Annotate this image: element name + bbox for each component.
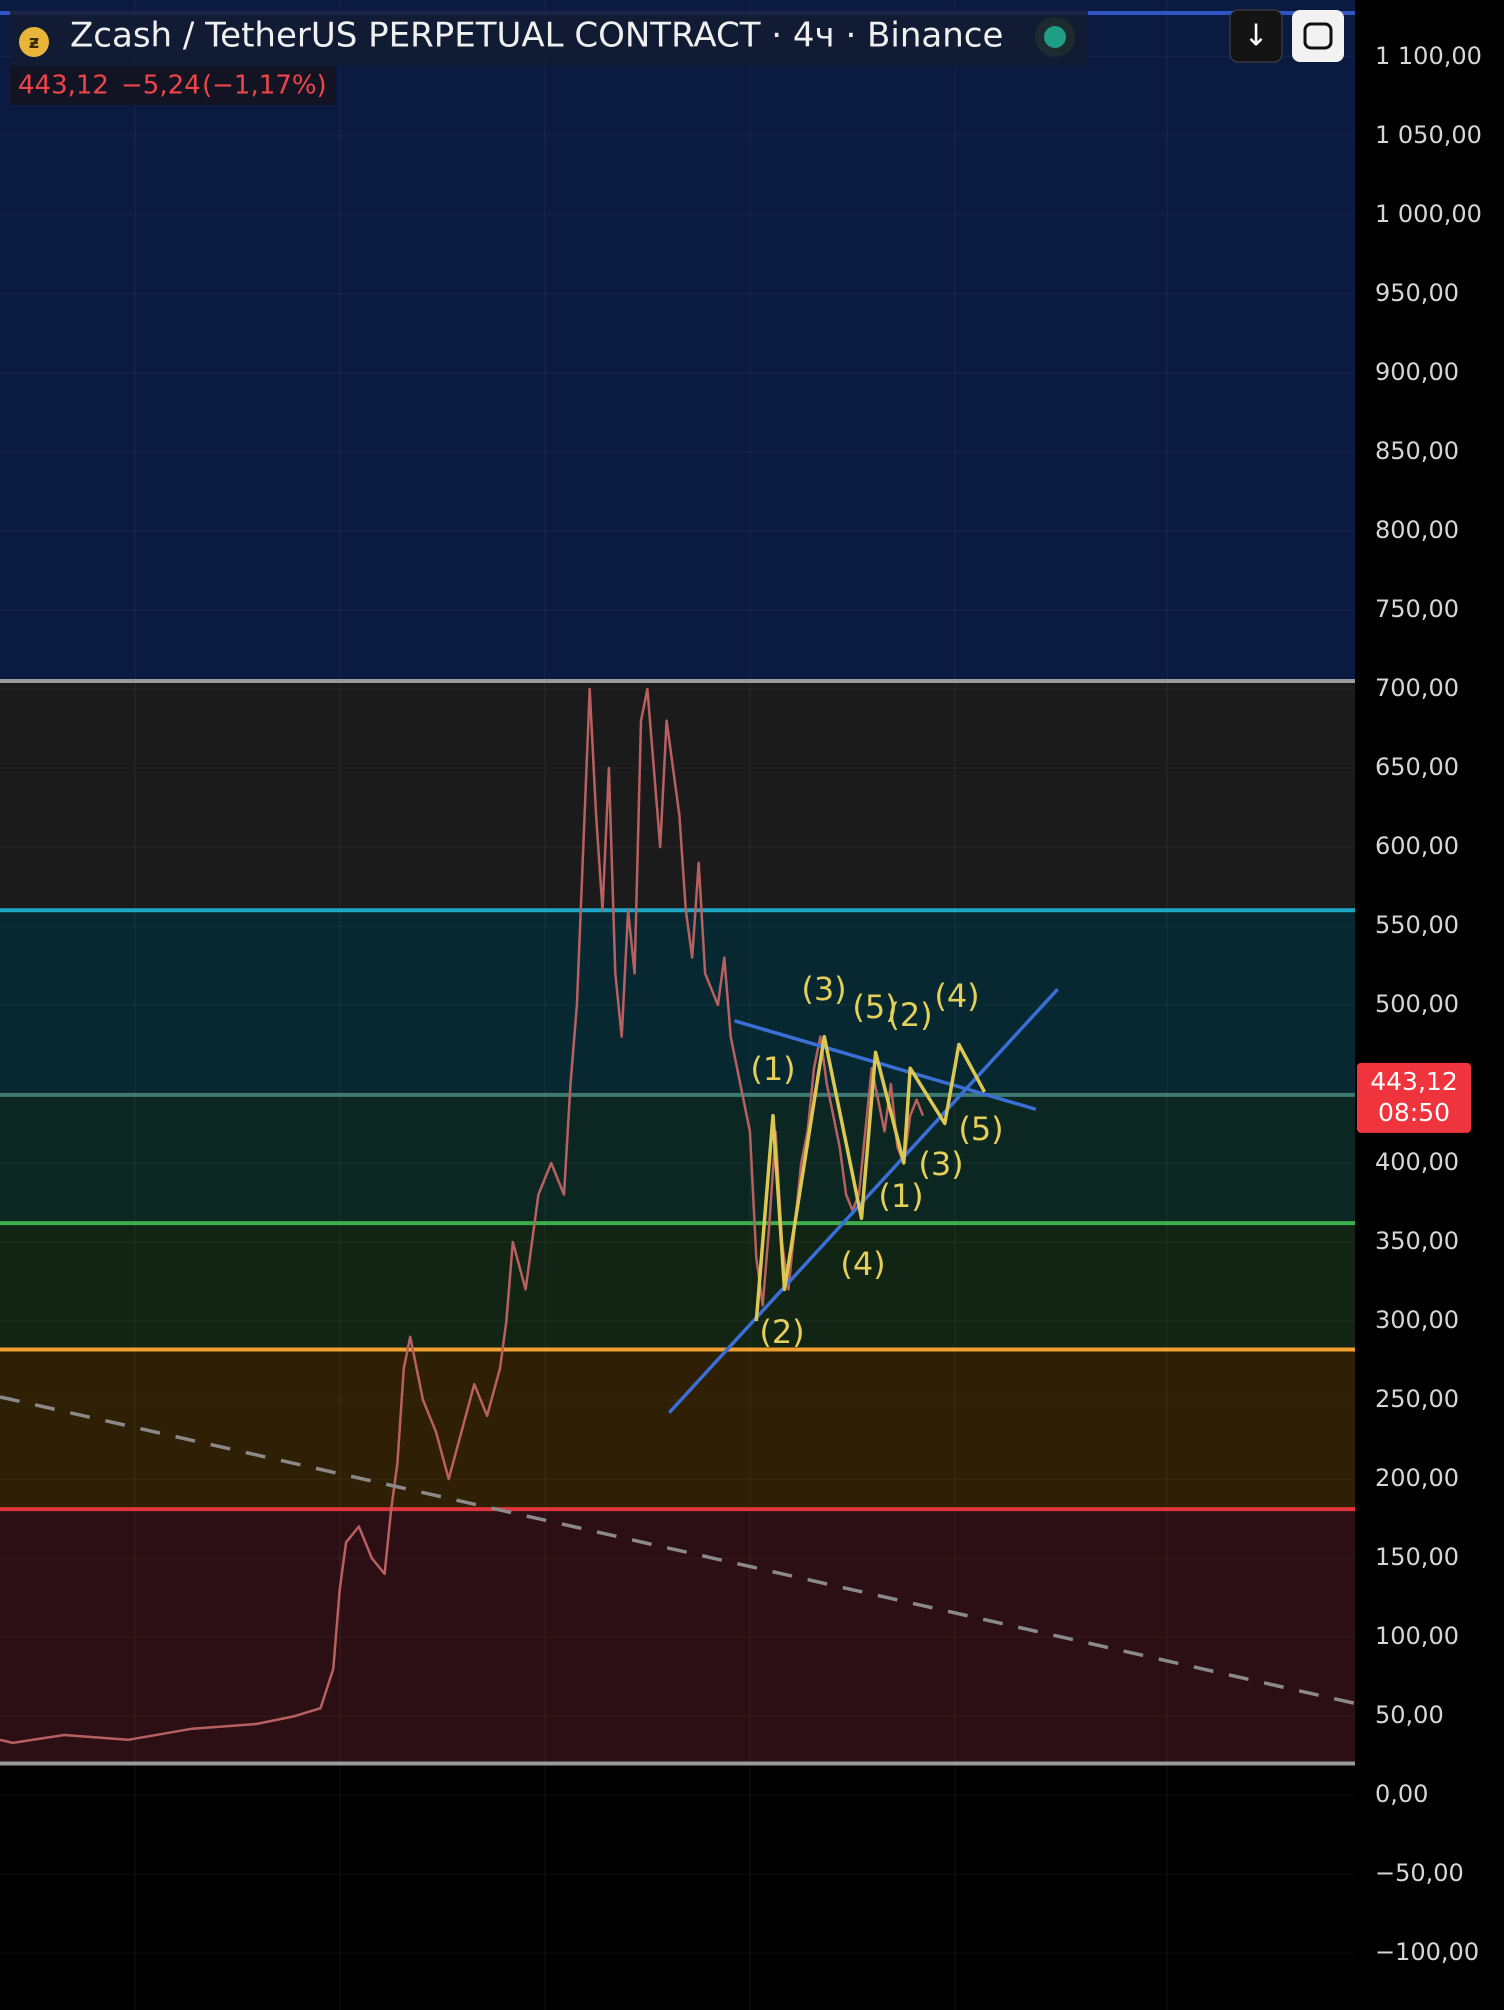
drawing-line <box>754 1034 987 1322</box>
scroll-down-button[interactable] <box>1229 9 1283 63</box>
wave-label: (5) <box>958 1110 1003 1148</box>
y-tick-label: 1 000,00 <box>1375 200 1482 228</box>
price-zone <box>0 1349 1355 1510</box>
status-dot <box>1044 26 1066 48</box>
coin-logo <box>19 27 49 57</box>
title-box <box>10 10 1088 66</box>
wave-label: (2) <box>887 996 932 1034</box>
y-tick-label: 1 100,00 <box>1375 42 1482 70</box>
y-tick-label: −100,00 <box>1375 1938 1479 1966</box>
y-tick-label: 50,00 <box>1375 1701 1444 1729</box>
price-zone <box>0 1223 1355 1350</box>
fullscreen-button[interactable] <box>1292 10 1344 62</box>
price-zone <box>0 910 1355 1092</box>
wave-label: (5) <box>852 988 897 1026</box>
drawing-line <box>734 1019 1037 1111</box>
y-tick-label: 750,00 <box>1375 595 1459 623</box>
wave-label: (4) <box>840 1245 885 1283</box>
drawing-line <box>0 1395 1356 1706</box>
price-change-pct: (−1,17%) <box>202 71 327 101</box>
y-tick-label: 0,00 <box>1375 1780 1428 1808</box>
price-badge-time: 08:50 <box>1378 1098 1450 1127</box>
y-tick-label: 550,00 <box>1375 911 1459 939</box>
y-tick-label: 700,00 <box>1375 674 1459 702</box>
y-tick-label: 850,00 <box>1375 437 1459 465</box>
fullscreen-icon <box>1303 22 1333 50</box>
last-price: 443,12 <box>18 71 109 101</box>
price-change: −5,24 <box>121 71 201 101</box>
scroll-down-icon: ↓ <box>1243 19 1268 54</box>
y-tick-label: 800,00 <box>1375 516 1459 544</box>
price-badge <box>1357 1062 1471 1133</box>
wave-label: (3) <box>801 970 846 1008</box>
y-tick-label: 500,00 <box>1375 990 1459 1018</box>
price-axis-panel <box>1355 0 1504 2010</box>
y-tick-label: 650,00 <box>1375 753 1459 781</box>
y-tick-label: 900,00 <box>1375 358 1459 386</box>
price-box <box>10 66 336 105</box>
y-tick-label: 100,00 <box>1375 1622 1459 1650</box>
price-zone <box>0 0 1355 682</box>
y-tick-label: 300,00 <box>1375 1306 1459 1334</box>
coin-logo-glyph: ƶ <box>29 32 39 53</box>
price-zone <box>0 1091 1355 1224</box>
wave-label: (3) <box>918 1145 963 1183</box>
wave-label: (4) <box>934 977 979 1015</box>
price-zone <box>0 1509 1355 1764</box>
y-tick-label: −50,00 <box>1375 1859 1464 1887</box>
y-tick-label: 950,00 <box>1375 279 1459 307</box>
y-tick-label: 600,00 <box>1375 832 1459 860</box>
y-tick-label: 150,00 <box>1375 1543 1459 1571</box>
y-tick-label: 400,00 <box>1375 1148 1459 1176</box>
y-tick-label: 200,00 <box>1375 1464 1459 1492</box>
y-tick-label: 1 050,00 <box>1375 121 1482 149</box>
price-badge-value: 443,12 <box>1370 1067 1457 1096</box>
chart-title: Zcash / TetherUS PERPETUAL CONTRACT · 4ч… <box>70 16 1003 56</box>
y-tick-label: 250,00 <box>1375 1385 1459 1413</box>
price-line <box>0 687 925 1745</box>
wave-label: (1) <box>878 1177 923 1215</box>
y-tick-label: 350,00 <box>1375 1227 1459 1255</box>
wave-label: (1) <box>750 1050 795 1088</box>
wave-label: (2) <box>759 1313 804 1351</box>
